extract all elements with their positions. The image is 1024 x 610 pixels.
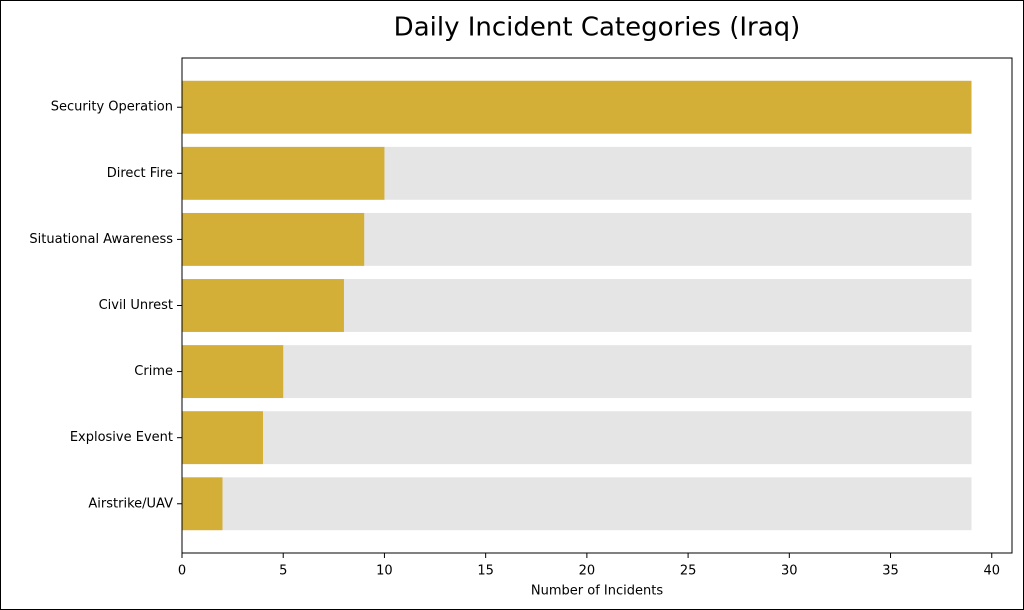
x-tick-label: 40: [983, 564, 1000, 579]
y-tick-label: Direct Fire: [107, 166, 173, 181]
y-tick-label: Airstrike/UAV: [88, 496, 173, 511]
bar: [182, 411, 263, 465]
bar: [182, 279, 344, 332]
bar: [182, 345, 284, 399]
bar-background: [182, 345, 972, 399]
x-tick-label: 30: [781, 564, 798, 579]
x-tick-label: 0: [178, 564, 186, 579]
x-tick-label: 25: [680, 564, 697, 579]
y-tick-label: Explosive Event: [70, 430, 173, 445]
plot-frame: [181, 57, 1013, 554]
y-tick-label: Situational Awareness: [29, 232, 173, 247]
x-tick-label: 35: [882, 564, 899, 579]
bar: [182, 146, 385, 200]
bar: [182, 477, 223, 531]
chart-title: Daily Incident Categories (Iraq): [394, 13, 801, 43]
y-tick-label: Crime: [134, 364, 173, 379]
x-axis-label: Number of Incidents: [531, 584, 663, 599]
x-tick-label: 10: [376, 564, 393, 579]
bar: [182, 212, 365, 266]
x-tick-label: 20: [579, 564, 596, 579]
bar-background: [182, 411, 972, 465]
y-tick-label: Civil Unrest: [99, 298, 173, 313]
bar-background: [182, 477, 972, 531]
x-tick-label: 15: [477, 564, 494, 579]
x-tick-label: 5: [279, 564, 287, 579]
y-tick-label: Security Operation: [51, 100, 173, 115]
bar: [182, 80, 972, 134]
